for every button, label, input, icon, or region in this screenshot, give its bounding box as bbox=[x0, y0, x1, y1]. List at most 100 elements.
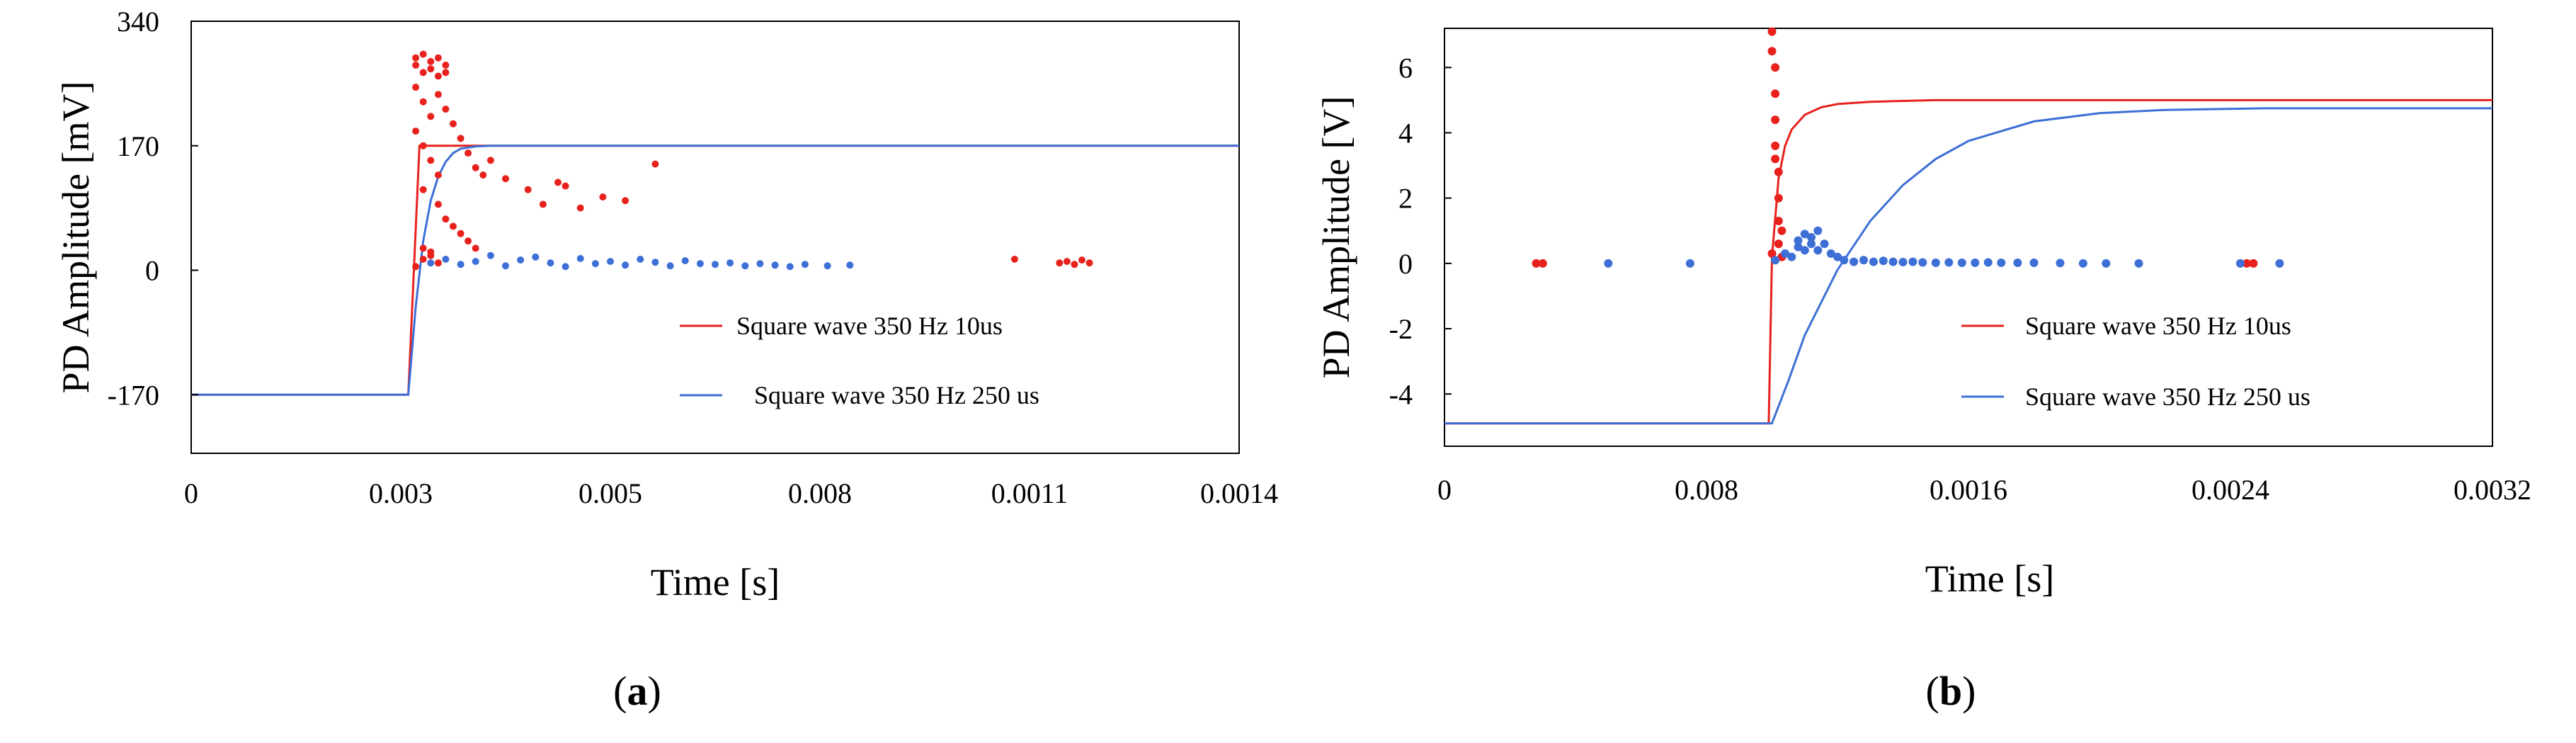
data-point bbox=[457, 135, 465, 142]
x-tick-labels-b: 0 0.008 0.0016 0.0024 0.0032 bbox=[1437, 474, 2531, 506]
data-point bbox=[1918, 258, 1927, 267]
data-point bbox=[1063, 258, 1071, 266]
legend-label-a-series-1: Square wave 350 Hz 10us bbox=[736, 312, 1003, 340]
x-tick-labels-a: 0 0.003 0.005 0.008 0.0011 0.0014 bbox=[184, 477, 1278, 509]
data-point bbox=[1833, 252, 1842, 261]
data-point bbox=[712, 261, 719, 268]
data-point bbox=[1771, 89, 1780, 98]
data-point bbox=[1771, 115, 1780, 125]
data-point bbox=[2275, 259, 2284, 268]
data-point bbox=[434, 72, 442, 80]
x-tick-label: 0.008 bbox=[1675, 474, 1738, 506]
data-point bbox=[554, 178, 562, 186]
data-point bbox=[1604, 259, 1613, 268]
data-point bbox=[1771, 256, 1780, 265]
legend-label-b-series-2: Square wave 350 Hz 250 us bbox=[2025, 382, 2310, 411]
data-point bbox=[412, 127, 420, 135]
y-tick-label: 340 bbox=[117, 6, 159, 38]
data-point bbox=[1800, 246, 1809, 255]
data-point bbox=[1813, 226, 1823, 235]
data-point bbox=[1944, 258, 1954, 267]
data-point bbox=[427, 248, 435, 256]
data-point bbox=[2235, 259, 2245, 268]
data-point bbox=[2078, 259, 2087, 268]
data-point bbox=[1685, 259, 1694, 268]
legend-b: Square wave 350 Hz 10us Square wave 350 … bbox=[1961, 312, 2310, 411]
data-point bbox=[539, 200, 547, 208]
data-point bbox=[442, 69, 450, 76]
data-point bbox=[607, 258, 614, 266]
data-point bbox=[419, 50, 427, 58]
data-point bbox=[771, 261, 779, 269]
data-point bbox=[1787, 252, 1796, 261]
data-point bbox=[465, 149, 472, 157]
plot-area-a bbox=[190, 21, 1240, 454]
data-point bbox=[1794, 236, 1803, 245]
data-point bbox=[2102, 259, 2111, 268]
data-point bbox=[479, 171, 487, 179]
y-axis-title-b: PD Amplitude [V] bbox=[1315, 96, 1357, 379]
data-point bbox=[1071, 261, 1078, 268]
data-point bbox=[1010, 256, 1018, 263]
data-point bbox=[427, 157, 435, 164]
data-point bbox=[502, 175, 509, 183]
legend-label-a-series-2: Square wave 350 Hz 250 us bbox=[754, 381, 1039, 409]
data-point bbox=[1774, 193, 1783, 203]
data-point bbox=[419, 69, 427, 76]
data-point bbox=[427, 65, 435, 73]
data-point bbox=[1807, 233, 1816, 242]
legend-a: Square wave 350 Hz 10us Square wave 350 … bbox=[680, 312, 1039, 409]
data-point bbox=[457, 261, 465, 268]
data-point bbox=[1774, 217, 1783, 225]
x-axis-title-a: Time [s] bbox=[651, 561, 780, 603]
data-point bbox=[622, 197, 629, 205]
series-line-2 bbox=[1444, 107, 2492, 425]
data-point bbox=[524, 186, 532, 193]
data-point bbox=[412, 84, 420, 91]
series-lines-b bbox=[1444, 98, 2492, 425]
y-tick-label: -170 bbox=[108, 379, 159, 411]
data-point bbox=[419, 244, 427, 252]
data-point bbox=[666, 262, 674, 270]
data-point bbox=[412, 62, 420, 69]
x-tick-label: 0.0014 bbox=[1200, 477, 1278, 509]
data-point bbox=[696, 260, 704, 268]
data-point bbox=[450, 120, 457, 127]
data-point bbox=[1826, 249, 1835, 258]
data-point bbox=[1859, 256, 1868, 265]
data-point bbox=[434, 171, 442, 179]
data-point bbox=[846, 261, 854, 269]
x-tick-label: 0.005 bbox=[579, 477, 642, 509]
data-point bbox=[2029, 259, 2039, 267]
data-point bbox=[472, 244, 479, 252]
data-point bbox=[1820, 239, 1829, 249]
x-tick-label: 0.0032 bbox=[2454, 474, 2531, 506]
data-point bbox=[457, 229, 465, 237]
data-point bbox=[472, 258, 479, 266]
data-point bbox=[1532, 259, 1541, 268]
data-point bbox=[1898, 258, 1908, 266]
data-point bbox=[427, 57, 435, 65]
data-point bbox=[2013, 259, 2022, 267]
data-point bbox=[651, 160, 659, 168]
data-point bbox=[637, 256, 644, 263]
data-point bbox=[434, 259, 442, 267]
data-point bbox=[823, 262, 831, 270]
y-tick-label: 0 bbox=[145, 255, 159, 287]
data-point bbox=[419, 256, 427, 263]
series-lines-a bbox=[191, 144, 1239, 396]
data-point bbox=[419, 186, 427, 193]
data-point bbox=[442, 62, 450, 69]
data-point bbox=[1774, 167, 1783, 176]
data-point bbox=[622, 261, 629, 269]
data-point bbox=[532, 253, 540, 261]
x-tick-label: 0.0011 bbox=[991, 477, 1068, 509]
data-point bbox=[1538, 259, 1547, 268]
data-point bbox=[1771, 154, 1780, 164]
data-point bbox=[1807, 239, 1816, 249]
data-point bbox=[576, 204, 584, 212]
y-tick-label: -4 bbox=[1389, 378, 1413, 410]
y-tick-label: 170 bbox=[117, 130, 159, 162]
data-point bbox=[681, 257, 689, 265]
